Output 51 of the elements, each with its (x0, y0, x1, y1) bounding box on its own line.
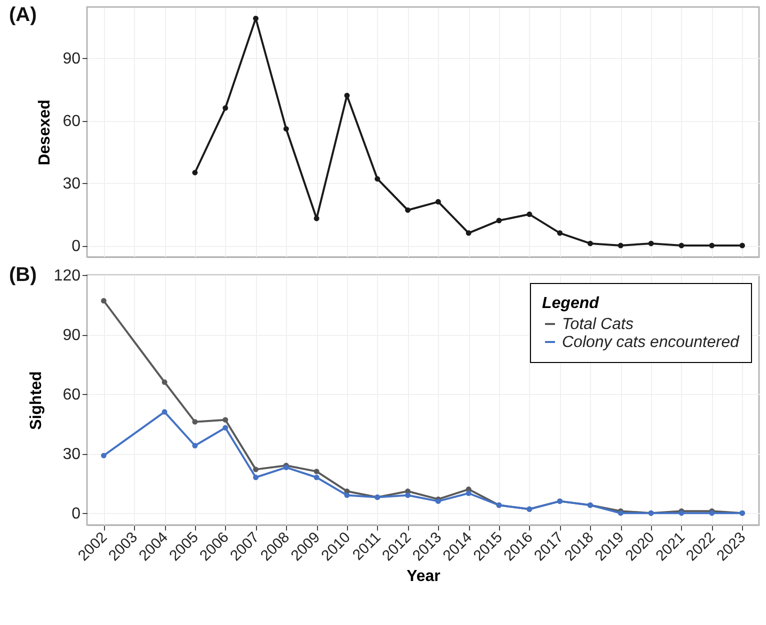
point (253, 16, 258, 22)
point (162, 379, 168, 385)
point (466, 230, 472, 236)
point (344, 92, 350, 98)
point (466, 490, 472, 496)
y-tick-label: 60 (62, 113, 81, 130)
point (740, 242, 746, 248)
point (344, 492, 350, 498)
point (405, 492, 411, 498)
x-axis-title: Year (406, 568, 440, 585)
point (253, 474, 258, 480)
point (405, 207, 411, 213)
legend-title: Legend (542, 295, 600, 312)
point (648, 240, 654, 246)
y-tick-label: 90 (62, 50, 81, 68)
point (557, 230, 563, 236)
y-tick-label: 0 (72, 238, 81, 256)
point (253, 466, 258, 472)
point (314, 216, 320, 222)
legend-label: Total Cats (562, 316, 634, 333)
text: (B) (9, 264, 37, 286)
point (192, 419, 198, 425)
point (496, 218, 502, 224)
point (192, 442, 198, 448)
point (283, 126, 289, 132)
y-tick-label: 90 (62, 327, 81, 344)
point (709, 242, 715, 248)
y-tick-label: 120 (54, 268, 81, 284)
point (374, 176, 380, 182)
point (222, 417, 228, 423)
y-tick-label: 30 (62, 446, 81, 464)
y-tick-label: 60 (62, 386, 81, 404)
point (100, 298, 106, 304)
point (222, 425, 228, 431)
point (314, 474, 320, 480)
point (588, 240, 593, 246)
y-tick-label: 30 (62, 176, 81, 193)
point (314, 468, 320, 474)
point (162, 409, 168, 415)
y-axis-title: Sighted (28, 371, 45, 430)
y-axis-title: Desexed (36, 100, 54, 166)
y-tick-label: 0 (72, 506, 81, 523)
point (678, 242, 684, 248)
text: (A) (9, 4, 37, 26)
legend-label: Colony cats encountered (562, 334, 740, 351)
point (100, 452, 106, 458)
point (618, 242, 624, 248)
point (192, 170, 198, 176)
point (435, 199, 441, 205)
point (526, 212, 532, 218)
point (222, 105, 228, 111)
